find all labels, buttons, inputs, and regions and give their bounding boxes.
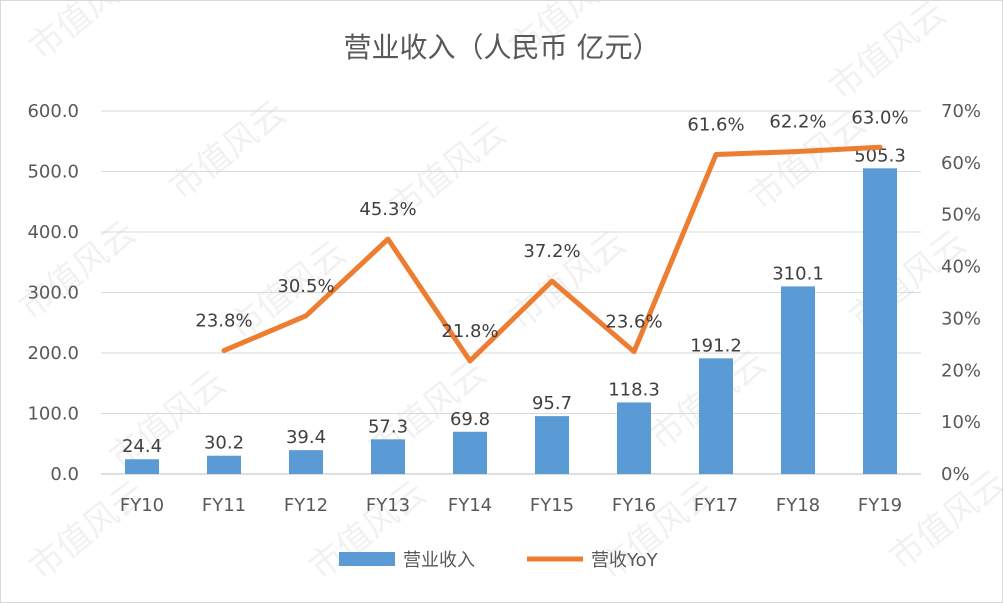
right-tick-label: 70%: [941, 101, 981, 122]
bar-data-label: 505.3: [854, 145, 906, 166]
legend-swatch-revenue: [339, 552, 395, 566]
watermark-text: 市值风云: [22, 473, 154, 588]
x-tick-label: FY15: [530, 495, 574, 516]
revenue-bar: [699, 358, 733, 474]
legend: 营业收入 营收YoY: [339, 550, 659, 571]
bar-data-label: 24.4: [122, 436, 162, 457]
right-tick-label: 0%: [941, 464, 970, 485]
line-data-label: 62.2%: [769, 111, 826, 132]
right-tick-label: 60%: [941, 153, 981, 174]
x-tick-label: FY19: [858, 495, 902, 516]
revenue-bar: [289, 450, 323, 474]
left-tick-label: 300.0: [27, 283, 79, 304]
right-tick-label: 40%: [941, 257, 981, 278]
x-tick-label: FY11: [202, 495, 246, 516]
chart-title: 营业收入（人民币 亿元）: [344, 31, 661, 64]
line-data-label: 30.5%: [277, 276, 334, 297]
left-tick-label: 0.0: [50, 464, 79, 485]
watermark-text: 市值风云: [822, 1, 954, 108]
line-data-label: 61.6%: [687, 115, 744, 136]
legend-label-yoy: 营收YoY: [591, 550, 659, 571]
revenue-bar: [453, 431, 487, 474]
bar-data-label: 310.1: [772, 263, 824, 284]
watermark-text: 市值风云: [162, 93, 294, 208]
line-data-label: 21.8%: [441, 321, 498, 342]
left-tick-label: 500.0: [27, 162, 79, 183]
bar-data-label: 57.3: [368, 416, 408, 437]
revenue-bar: [535, 416, 569, 474]
yoy-line: [221, 144, 883, 364]
revenue-bar: [617, 402, 651, 474]
revenue-bar: [125, 459, 159, 474]
watermark-text: 市值风云: [22, 1, 154, 68]
left-tick-label: 200.0: [27, 343, 79, 364]
yoy-line-series: [221, 144, 883, 364]
line-data-label: 63.0%: [851, 107, 908, 128]
x-tick-label: FY14: [448, 495, 492, 516]
line-data-label: 45.3%: [359, 199, 416, 220]
revenue-bar: [371, 439, 405, 474]
left-tick-label: 100.0: [27, 404, 79, 425]
yoy-line-labels: 23.8% 30.5% 45.3% 21.8% 37.2% 23.6% 61.6% 62.2%…: [195, 107, 908, 342]
revenue-bar: [781, 286, 815, 474]
line-data-label: 23.6%: [605, 312, 662, 333]
left-tick-label: 400.0: [27, 222, 79, 243]
left-axis-ticks: 0.0 100.0 200.0 300.0 400.0 500.0 600.0: [27, 101, 79, 485]
bar-data-label: 118.3: [608, 379, 660, 400]
right-tick-label: 30%: [941, 308, 981, 329]
bar-data-label: 191.2: [690, 335, 742, 356]
bar-data-label: 69.8: [450, 409, 490, 430]
x-axis-ticks: FY10 FY11 FY12 FY13 FY14 FY15 FY16 FY17 FY18 FY19: [120, 495, 902, 516]
x-tick-label: FY10: [120, 495, 164, 516]
x-tick-label: FY16: [612, 495, 656, 516]
x-tick-label: FY12: [284, 495, 328, 516]
x-tick-label: FY17: [694, 495, 738, 516]
revenue-bar: [207, 455, 241, 474]
legend-label-revenue: 营业收入: [403, 550, 475, 571]
right-axis-ticks: 0% 10% 20% 30% 40% 50% 60% 70%: [941, 101, 981, 485]
right-tick-label: 20%: [941, 360, 981, 381]
x-tick-label: FY13: [366, 495, 410, 516]
left-tick-label: 600.0: [27, 101, 79, 122]
revenue-bar: [863, 168, 897, 474]
right-tick-label: 10%: [941, 412, 981, 433]
revenue-bar-labels: 24.4 30.2 39.4 57.3 69.8 95.7 118.3 191.2 310.1 5…: [122, 145, 906, 457]
right-tick-label: 50%: [941, 205, 981, 226]
line-data-label: 23.8%: [195, 311, 252, 332]
line-data-label: 37.2%: [523, 241, 580, 262]
bar-data-label: 95.7: [532, 393, 572, 414]
x-tick-label: FY18: [776, 495, 820, 516]
revenue-bars: [125, 168, 897, 474]
bar-data-label: 30.2: [204, 433, 244, 454]
bar-data-label: 39.4: [286, 427, 326, 448]
